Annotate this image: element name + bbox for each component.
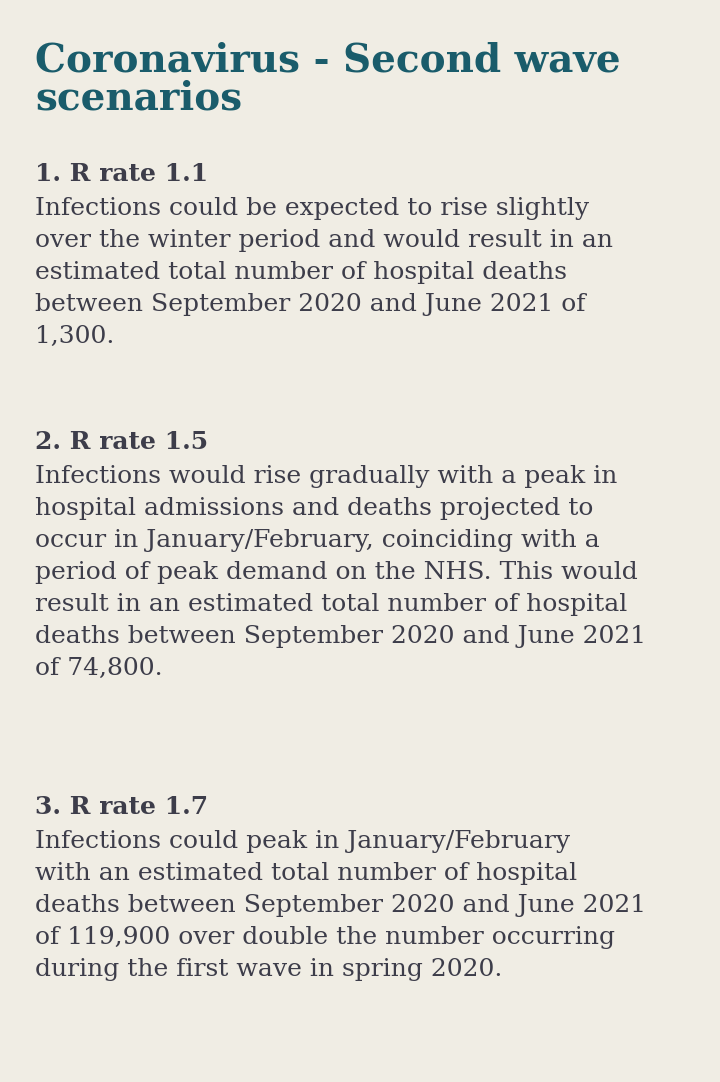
Text: scenarios: scenarios [35, 80, 242, 118]
Text: Coronavirus - Second wave: Coronavirus - Second wave [35, 42, 621, 80]
Text: 3. R rate 1.7: 3. R rate 1.7 [35, 795, 208, 819]
Text: Infections could be expected to rise slightly
over the winter period and would r: Infections could be expected to rise sli… [35, 197, 613, 348]
Text: Infections would rise gradually with a peak in
hospital admissions and deaths pr: Infections would rise gradually with a p… [35, 465, 646, 679]
Text: Infections could peak in January/February
with an estimated total number of hosp: Infections could peak in January/Februar… [35, 830, 646, 981]
Text: 2. R rate 1.5: 2. R rate 1.5 [35, 430, 208, 454]
Text: 1. R rate 1.1: 1. R rate 1.1 [35, 162, 208, 186]
